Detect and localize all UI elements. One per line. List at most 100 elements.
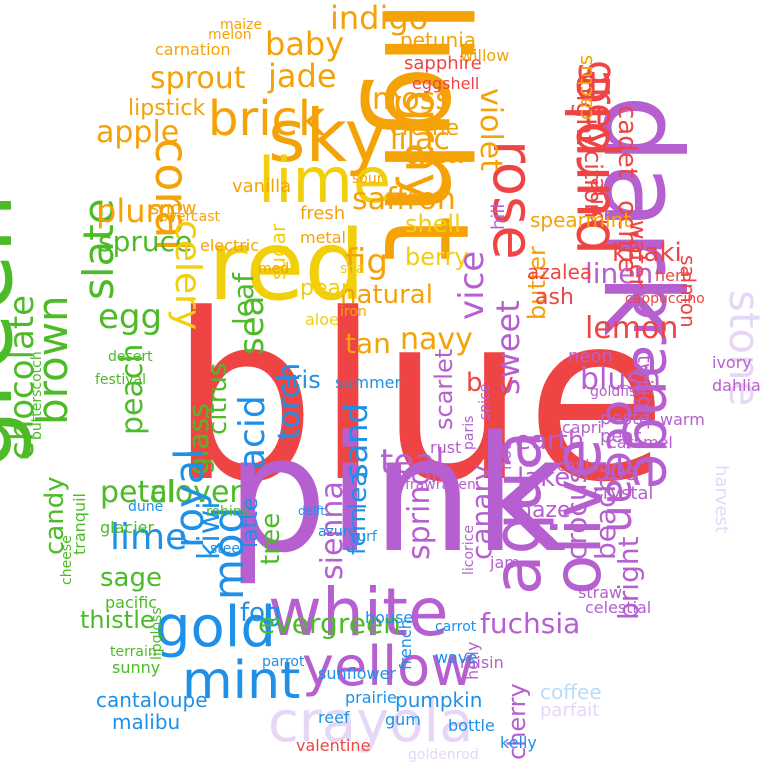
word-blush: blush <box>580 362 662 397</box>
word-spearmint: spearmint <box>530 208 632 232</box>
word-terrain: terrain <box>110 644 157 660</box>
word-lipgloss: lipgloss <box>149 607 165 660</box>
word-electric: electric <box>200 236 260 255</box>
word-jam: jam <box>490 553 520 572</box>
word-fuchsia: fuchsia <box>480 607 581 640</box>
word-violet: violet <box>473 88 508 171</box>
word-cheese: cheese <box>59 535 75 585</box>
word-lilac: lilac <box>390 122 450 157</box>
word-aloe: aloe <box>305 310 339 329</box>
word-lime: lime <box>258 144 391 217</box>
word-plum: plum <box>96 192 177 230</box>
word-navy: navy <box>400 322 473 357</box>
word-acid: acid <box>232 395 273 470</box>
word-herb: herb <box>655 266 692 285</box>
word-lime-blue: lime <box>110 517 188 558</box>
word-pesto: pesto <box>600 408 650 429</box>
word-scarlet: scarlet <box>430 348 458 430</box>
word-spruce: spruce <box>98 225 193 258</box>
word-teal: teal <box>380 442 445 482</box>
word-delft: delft <box>298 504 326 518</box>
word-gum: gum <box>385 710 421 729</box>
word-linen: linen <box>585 257 654 290</box>
word-fresh: fresh <box>300 203 346 224</box>
word-blue: blue <box>170 266 668 533</box>
word-pear-pink: pear <box>600 426 641 447</box>
word-boy: boy <box>466 368 514 398</box>
word-caramel: caramel <box>608 433 673 452</box>
word-sunny: sunny <box>112 658 161 677</box>
word-prairie: prairie <box>345 688 397 707</box>
word-creme: creme <box>390 116 460 141</box>
word-malibu: malibu <box>112 710 181 734</box>
word-sand: sand <box>337 403 375 480</box>
word-parfait: parfait <box>540 700 600 721</box>
word-cactus: cactus <box>573 54 597 120</box>
word-melon: melon <box>208 27 252 43</box>
word-raisin: raisin <box>460 653 504 672</box>
word-licorice: licorice <box>461 525 477 575</box>
word-egg: egg <box>98 297 163 337</box>
word-straw: straw <box>578 583 623 602</box>
word-pear-yellow: pear <box>300 276 351 301</box>
word-tan: tan <box>345 327 391 360</box>
word-festival: festival <box>95 372 146 388</box>
word-parrot: parrot <box>262 654 305 670</box>
word-royal: royal <box>167 448 213 548</box>
word-iron: iron <box>340 304 367 320</box>
word-caviar: caviar <box>557 456 606 475</box>
word-maize: maize <box>220 17 263 33</box>
word-gold: gold <box>155 595 276 660</box>
word-summer: summer <box>335 373 402 392</box>
word-coffee: coffee <box>540 680 602 704</box>
word-snow: snow <box>150 198 197 219</box>
word-goldfish: goldfish <box>590 384 646 400</box>
word-dahlia: dahlia <box>712 376 761 395</box>
word-earth: earth <box>515 426 585 456</box>
word-yellow: yellow <box>302 635 475 698</box>
word-petal: petal <box>100 475 176 510</box>
word-capri: capri <box>562 418 602 437</box>
word-citrus: citrus <box>203 362 233 435</box>
word-lemon: lemon <box>585 311 679 346</box>
word-sky: sky <box>268 94 388 178</box>
word-30s: 30s <box>595 458 639 486</box>
word-eggshell: eggshell <box>412 74 480 93</box>
word-robins: robins <box>206 504 249 520</box>
word-dune: dune <box>128 499 164 515</box>
word-overcast: overcast <box>160 209 220 225</box>
word-moss: moss <box>372 82 451 117</box>
word-harvest: harvest <box>711 465 732 534</box>
word-sunflower: sunflower <box>318 664 396 683</box>
word-valentine: valentine <box>296 736 371 755</box>
word-neon: neon <box>568 346 613 367</box>
word-house: house <box>365 608 414 627</box>
word-wave: wave <box>435 648 478 667</box>
word-desert: desert <box>108 349 153 365</box>
word-paris: paris <box>461 415 477 450</box>
word-sapphire: sapphire <box>404 53 482 74</box>
word-celestial: celestial <box>585 598 652 617</box>
word-hot: hot <box>496 443 515 470</box>
word-clover: clover <box>150 475 242 510</box>
word-hill: hill <box>488 203 509 230</box>
word-baby: baby <box>265 25 345 63</box>
word-reef: reef <box>318 708 350 727</box>
word-pink: pink <box>226 401 567 588</box>
word-natural: natural <box>340 280 433 310</box>
word-cappuccino: cappuccino <box>625 291 705 307</box>
word-pacific: pacific <box>105 593 158 612</box>
word-glacier: glacier <box>100 518 155 537</box>
word-med: med <box>258 261 290 277</box>
word-goldenrod: goldenrod <box>408 747 479 763</box>
word-surf: surf <box>350 529 377 545</box>
word-sour: sour <box>352 171 383 187</box>
word-evergreen: evergreen <box>258 607 401 640</box>
word-red: red <box>208 210 366 322</box>
word-sunset: sunset <box>410 148 464 167</box>
word-vice: vice <box>452 250 492 320</box>
word-spice: spice <box>477 383 493 420</box>
word-mint: mint <box>182 651 301 711</box>
word-lipstick: lipstick <box>128 96 206 121</box>
